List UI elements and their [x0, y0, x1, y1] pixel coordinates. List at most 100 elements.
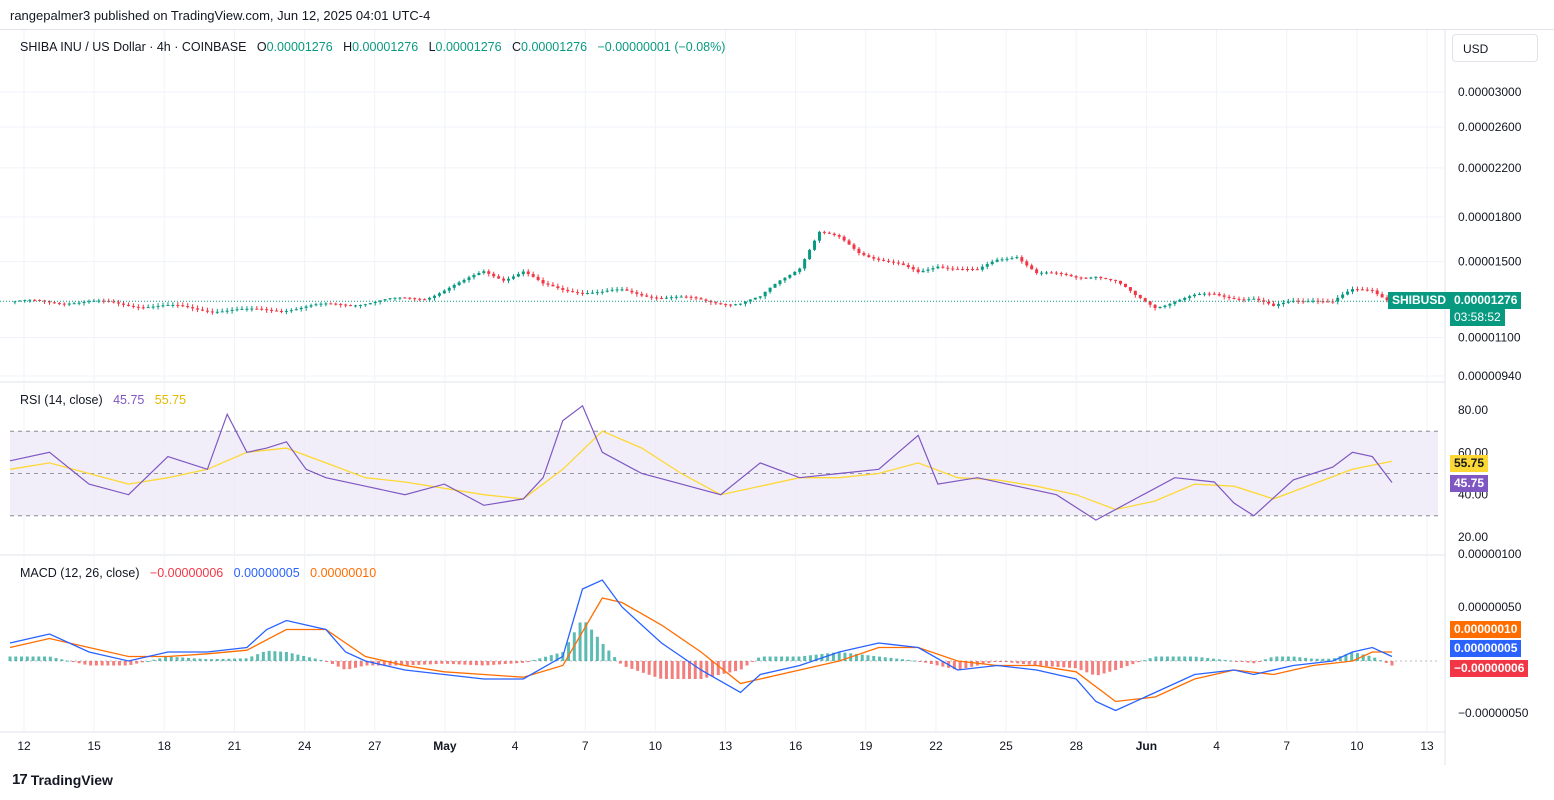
x-tick-label: 10 [1350, 739, 1364, 753]
candle-body [368, 303, 372, 305]
candle-body [655, 297, 659, 299]
candle-body [112, 301, 116, 303]
footer-brand[interactable]: 17 TradingView [12, 771, 113, 788]
candle-body [378, 300, 382, 302]
candle-body [694, 297, 698, 299]
macd-histogram-bar [474, 661, 478, 666]
macd-histogram-bar [267, 650, 271, 661]
candle-body [186, 306, 190, 308]
candle-body [1010, 258, 1014, 260]
macd-histogram-bar [676, 661, 680, 679]
macd-histogram-bar [54, 658, 58, 661]
candle-body [1276, 304, 1280, 306]
candle-body [980, 266, 984, 270]
candle-body [1306, 301, 1310, 303]
candle-body [1025, 261, 1029, 266]
macd-histogram-bar [497, 661, 501, 665]
candle-body [1099, 276, 1103, 279]
macd-histogram-bar [423, 661, 427, 665]
candle-body [1365, 289, 1369, 291]
candle-body [837, 235, 841, 237]
candle-body [536, 276, 540, 280]
candle-body [250, 308, 254, 310]
candle-body [743, 301, 747, 304]
macd-histogram-bar [313, 658, 317, 661]
macd-tick-label: 0.00000050 [1458, 600, 1522, 614]
candle-body [1202, 293, 1206, 295]
macd-histogram-bar [181, 657, 185, 661]
countdown-tag: 03:58:52 [1450, 309, 1505, 326]
candle-body [872, 257, 876, 259]
candle-body [1351, 289, 1355, 292]
macd-histogram-bar [227, 658, 231, 661]
candle-body [1355, 289, 1359, 291]
macd-histogram-bar [1327, 658, 1331, 661]
macd-histogram-bar [1108, 661, 1112, 672]
candle-body [344, 304, 348, 306]
candle-body [1257, 298, 1261, 301]
macd-histogram-bar [693, 661, 697, 679]
candle-body [457, 282, 461, 285]
macd-histogram-bar [952, 661, 956, 670]
x-tick-label: 18 [158, 739, 172, 753]
candle-body [1341, 294, 1345, 298]
candle-body [1193, 294, 1197, 297]
macd-histogram-bar [814, 654, 818, 661]
macd-histogram-bar [359, 661, 363, 667]
macd-histogram-bar [687, 661, 691, 679]
rsi-line [9, 404, 1393, 521]
candle-body [299, 307, 303, 310]
macd-histogram-bar [520, 661, 524, 663]
candle-body [265, 309, 269, 311]
candle-body [452, 284, 456, 288]
macd-histogram-bar [469, 661, 473, 665]
macd-histogram-bar [250, 656, 254, 661]
candle-body [1237, 298, 1241, 300]
candle-body [447, 287, 451, 291]
candle-body [423, 299, 427, 301]
macd-histogram-bar [296, 654, 300, 661]
candle-body [1109, 279, 1113, 281]
candle-body [117, 302, 121, 304]
macd-histogram-bar [734, 661, 738, 672]
currency-button[interactable]: USD [1452, 34, 1538, 62]
macd-histogram-bar [601, 643, 605, 661]
candle-body [1123, 283, 1127, 288]
macd-histogram-bar [1378, 660, 1382, 662]
candle-body [398, 297, 402, 299]
macd-pane [8, 579, 1438, 712]
macd-histogram-bar [60, 659, 64, 661]
candle-body [1035, 269, 1039, 274]
macd-histogram-bar [440, 661, 444, 664]
x-tick-label: Jun [1136, 739, 1157, 753]
x-tick-label: 28 [1070, 739, 1084, 753]
macd-histogram-bar [204, 659, 208, 661]
candle-body [319, 303, 323, 305]
macd-histogram-bar [762, 656, 766, 661]
macd-histogram-bar [1045, 661, 1048, 667]
x-tick-label: 19 [859, 739, 873, 753]
macd-tag: 0.00000005 [1450, 640, 1522, 657]
signal-tag: 0.00000010 [1450, 621, 1522, 638]
candle-body [1227, 296, 1231, 298]
macd-histogram-bar [1269, 657, 1273, 661]
candle-body [1380, 294, 1384, 298]
candle-body [1370, 290, 1374, 292]
macd-histogram-bar [1039, 661, 1043, 666]
macd-signal-value: 0.00000010 [310, 566, 377, 580]
candle-body [625, 289, 629, 291]
macd-histogram-bar [1315, 658, 1319, 661]
candle-body [166, 304, 170, 306]
candle-body [1049, 272, 1053, 274]
macd-histogram-bar [912, 660, 916, 662]
macd-histogram-bar [89, 661, 93, 666]
macd-histogram-bar [411, 661, 415, 666]
macd-histogram-bar [233, 658, 237, 661]
macd-histogram-bar [1137, 661, 1141, 663]
macd-histogram-bar [613, 657, 617, 661]
price-tick-label: 0.00002200 [1458, 161, 1522, 175]
candle-body [1148, 301, 1152, 305]
price-tick-label: 0.00001100 [1458, 331, 1521, 345]
candle-body [887, 260, 891, 262]
